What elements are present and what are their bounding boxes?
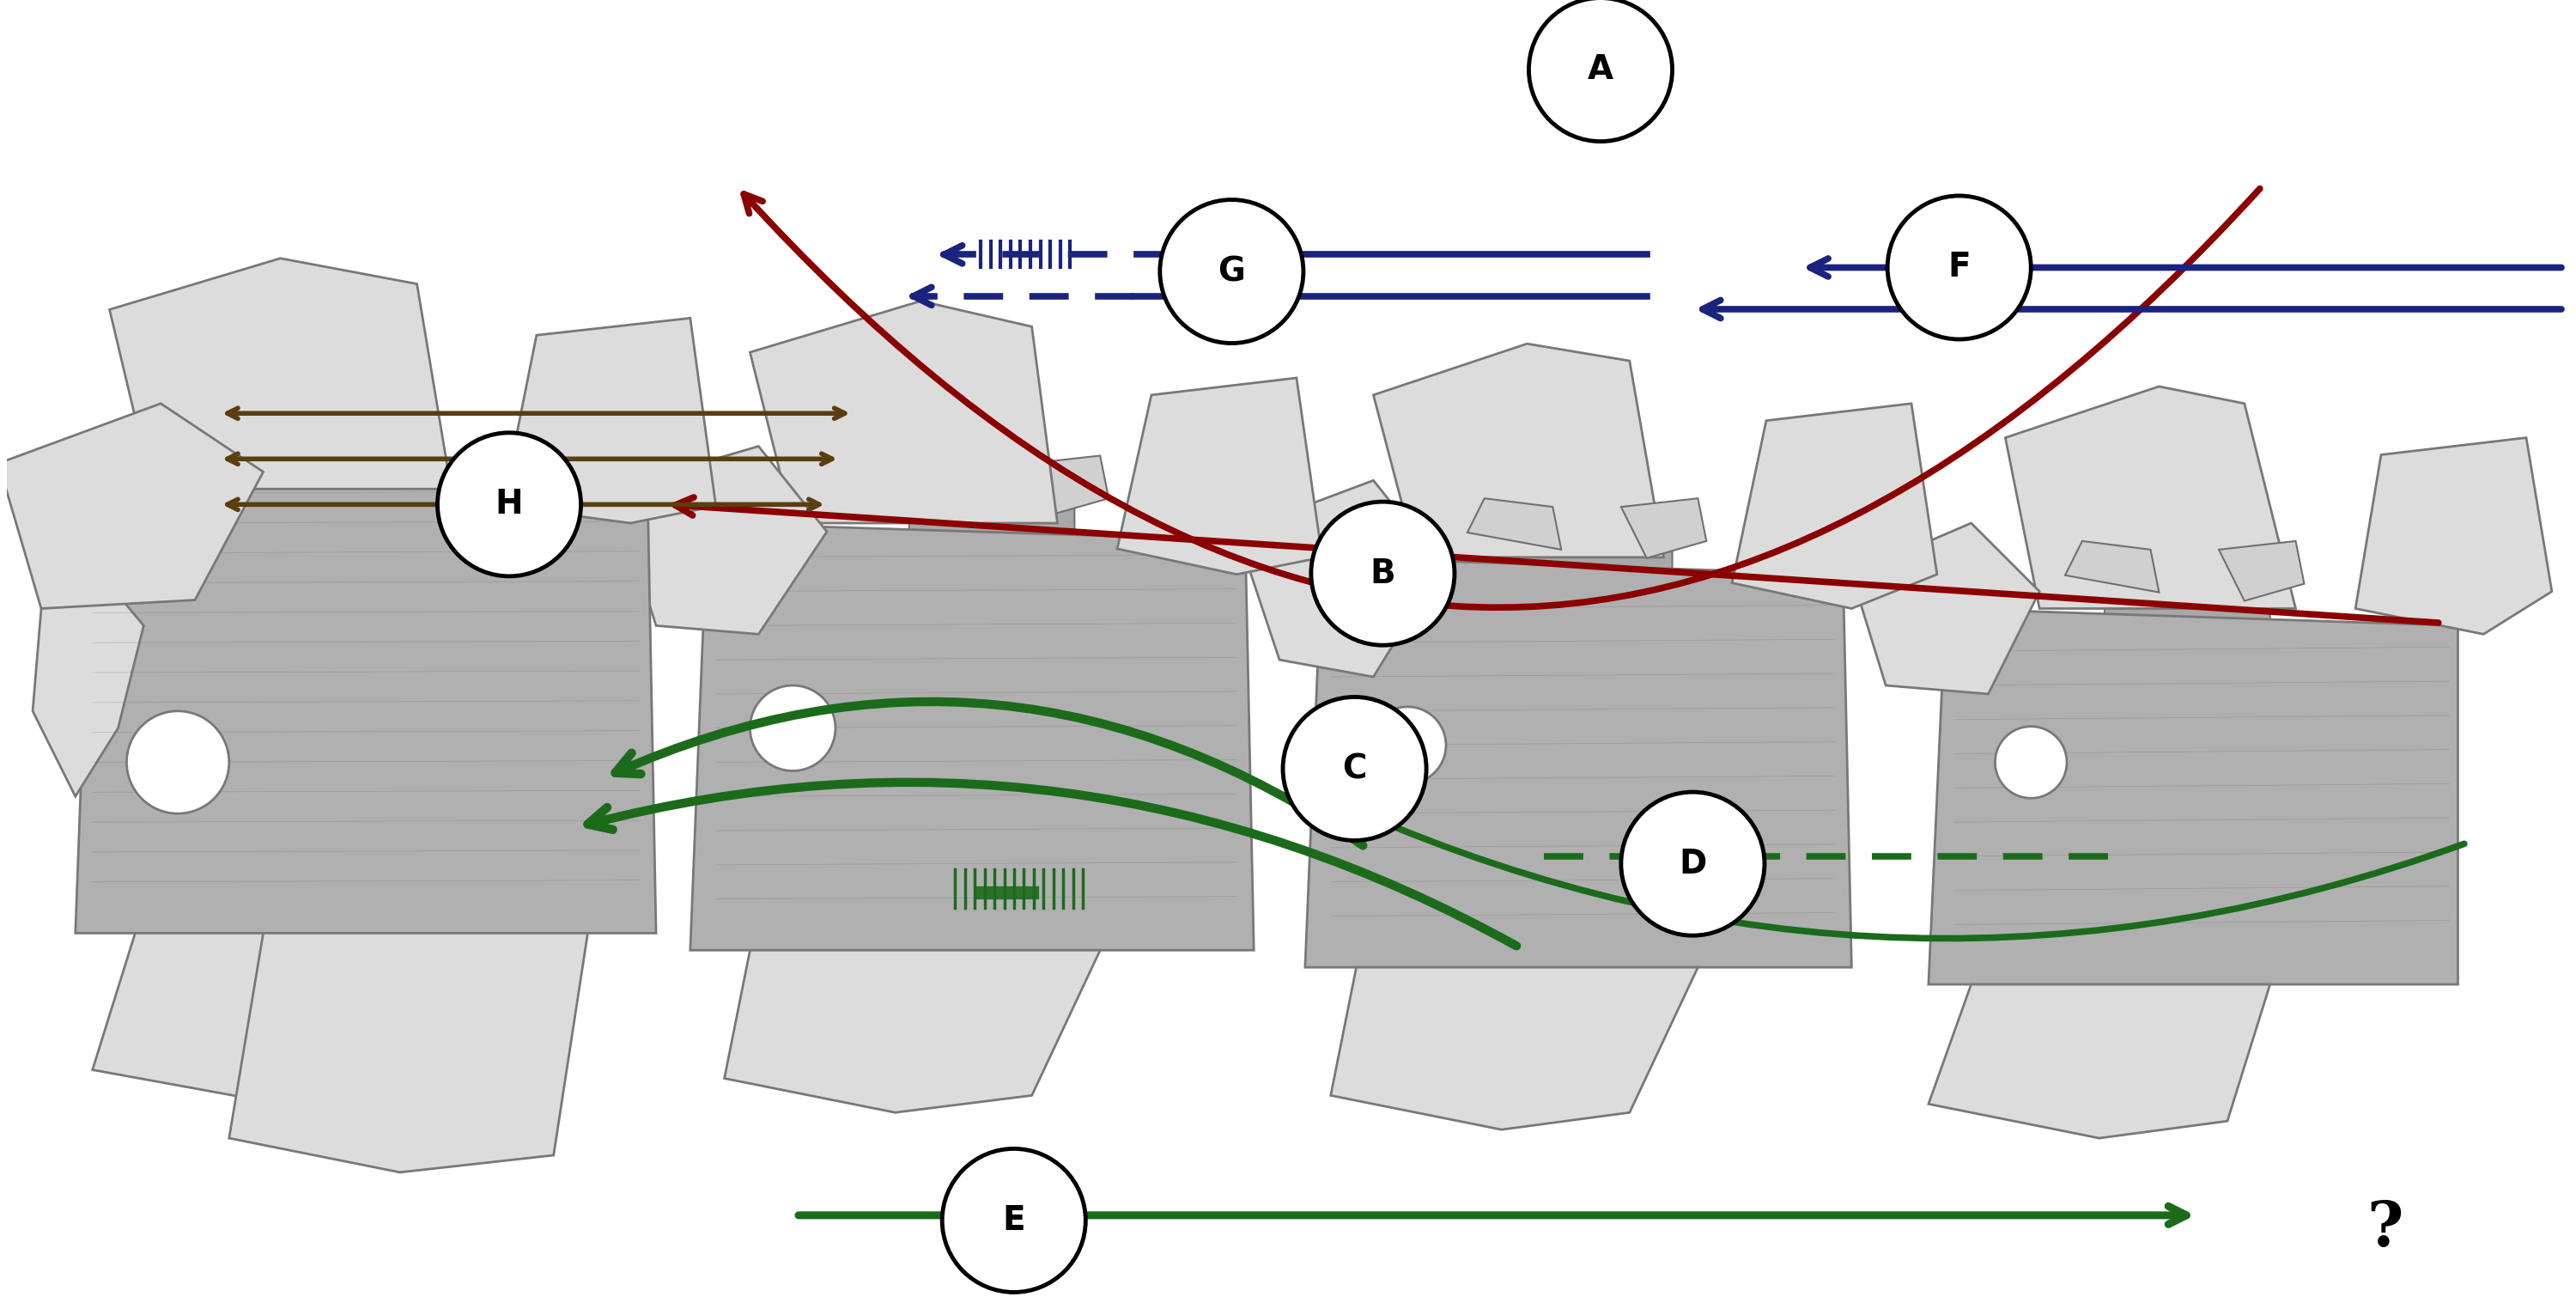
Polygon shape (1373, 344, 1664, 558)
Circle shape (1159, 200, 1303, 343)
Circle shape (1994, 726, 2066, 798)
Polygon shape (933, 331, 997, 484)
Polygon shape (1852, 524, 2040, 694)
Polygon shape (425, 499, 510, 558)
Polygon shape (1731, 403, 1937, 609)
Text: E: E (1002, 1204, 1025, 1237)
Polygon shape (690, 524, 1255, 950)
Polygon shape (871, 456, 963, 507)
Text: H: H (495, 488, 523, 521)
Polygon shape (1023, 456, 1108, 516)
Polygon shape (1332, 967, 1698, 1130)
Polygon shape (613, 446, 827, 634)
Circle shape (1620, 792, 1765, 936)
Polygon shape (93, 933, 484, 1103)
Polygon shape (1530, 373, 1595, 528)
Circle shape (438, 433, 582, 576)
Circle shape (126, 711, 229, 814)
Text: G: G (1218, 255, 1244, 288)
Polygon shape (33, 575, 144, 796)
Polygon shape (2099, 571, 2269, 681)
Polygon shape (111, 258, 451, 490)
Polygon shape (1118, 378, 1321, 575)
Circle shape (943, 1149, 1084, 1292)
Polygon shape (307, 528, 477, 639)
Polygon shape (2128, 416, 2192, 571)
Polygon shape (2354, 437, 2553, 634)
Polygon shape (750, 301, 1056, 524)
Text: C: C (1342, 753, 1368, 785)
Circle shape (1368, 707, 1445, 784)
Text: B: B (1370, 558, 1396, 590)
Polygon shape (1502, 528, 1672, 639)
Polygon shape (2004, 386, 2295, 609)
Polygon shape (1306, 558, 1852, 967)
Polygon shape (2218, 541, 2303, 601)
Polygon shape (0, 403, 263, 609)
Text: ?: ? (2367, 1198, 2403, 1259)
Polygon shape (1236, 480, 1443, 677)
Polygon shape (1620, 499, 1705, 558)
Circle shape (750, 686, 835, 771)
Polygon shape (904, 484, 1074, 596)
Text: D: D (1680, 847, 1708, 880)
Text: F: F (1947, 251, 1971, 284)
Polygon shape (724, 950, 1100, 1113)
Polygon shape (1468, 499, 1561, 550)
Polygon shape (1929, 984, 2269, 1138)
Circle shape (1888, 196, 2030, 339)
Text: A: A (1587, 54, 1613, 86)
Circle shape (1311, 501, 1455, 645)
Polygon shape (273, 499, 366, 550)
Polygon shape (75, 471, 657, 933)
Circle shape (1528, 0, 1672, 141)
Polygon shape (502, 318, 716, 524)
Polygon shape (2066, 541, 2159, 592)
Circle shape (1283, 696, 1427, 840)
Polygon shape (335, 373, 399, 528)
Polygon shape (1929, 609, 2458, 984)
Polygon shape (229, 933, 587, 1173)
